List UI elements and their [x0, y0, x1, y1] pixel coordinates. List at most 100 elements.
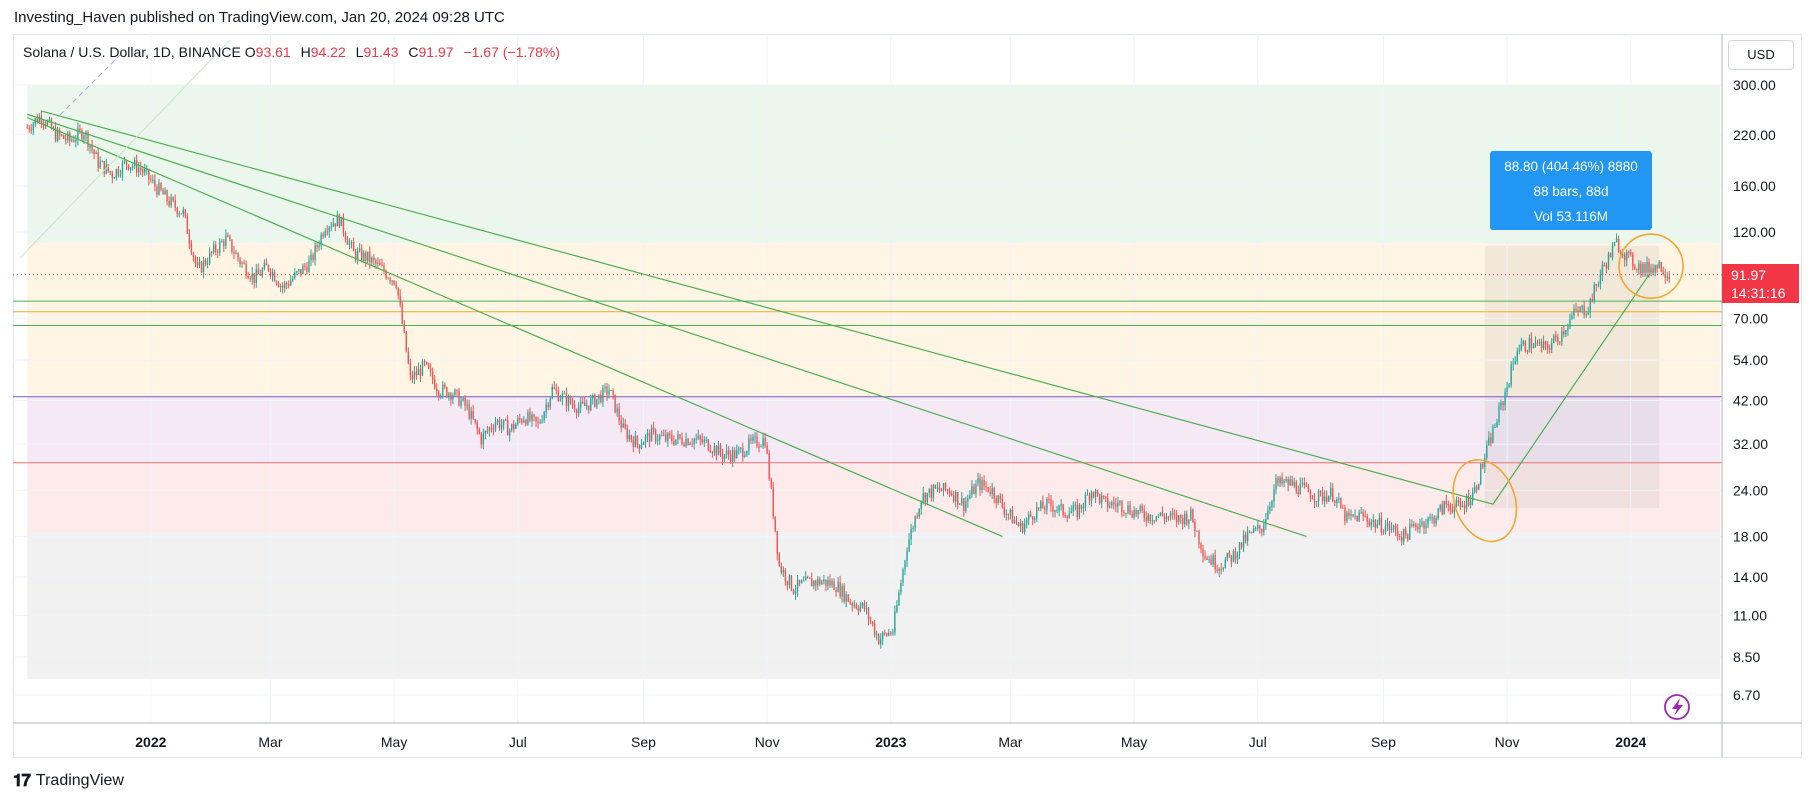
candle — [622, 417, 624, 429]
symbol-name[interactable]: Solana / U.S. Dollar, 1D, BINANCE — [23, 44, 241, 60]
candle — [56, 127, 59, 143]
candle — [58, 127, 61, 140]
candle-body — [421, 361, 424, 376]
y-tick-label: 220.00 — [1733, 127, 1776, 143]
candle — [298, 268, 300, 274]
tradingview-brand[interactable]: 𝟏𝟕 TradingView — [13, 771, 124, 791]
candle — [831, 578, 833, 588]
candle — [973, 483, 975, 495]
candle — [352, 237, 355, 252]
candle — [1551, 338, 1553, 354]
y-tick-label: 11.00 — [1733, 607, 1767, 623]
candle-body — [26, 127, 28, 129]
candle — [304, 262, 306, 271]
candle-body — [924, 493, 926, 503]
candle — [920, 500, 922, 515]
candle — [563, 390, 566, 395]
candle-body — [656, 439, 659, 441]
candle-body — [991, 487, 993, 495]
candle — [377, 257, 379, 269]
candle — [1267, 505, 1269, 520]
candle-body — [1376, 524, 1379, 528]
candle — [989, 486, 991, 497]
candle — [1009, 508, 1012, 520]
candle — [1609, 252, 1612, 258]
candle-body — [697, 435, 699, 439]
candle-body — [1058, 505, 1060, 511]
candle — [1080, 504, 1083, 513]
candle-body — [1516, 351, 1518, 362]
candle-body — [1334, 500, 1336, 504]
candle-body — [1342, 507, 1344, 509]
candle — [1064, 512, 1066, 518]
candle — [1029, 510, 1032, 518]
candle — [1382, 529, 1385, 535]
candle-body — [440, 395, 442, 397]
candle-body — [1595, 284, 1598, 286]
candle-body — [1090, 492, 1093, 501]
candle-body — [1100, 496, 1103, 503]
candle — [269, 268, 272, 279]
candle-body — [993, 487, 995, 499]
candle-body — [1368, 521, 1370, 526]
candle-body — [144, 169, 146, 173]
candle-body — [306, 267, 308, 273]
candle — [1555, 330, 1557, 342]
candle-body — [494, 422, 497, 430]
change-value: −1.67 (−1.78%) — [463, 44, 560, 60]
candle-body — [413, 371, 416, 380]
candle — [1648, 258, 1650, 278]
y-tick-label: 70.00 — [1733, 311, 1768, 327]
candle — [1538, 338, 1541, 346]
candle — [1429, 513, 1431, 521]
candle-body — [736, 450, 738, 459]
candle — [1358, 509, 1360, 523]
candle — [656, 434, 659, 446]
candle-body — [1255, 528, 1257, 530]
candle — [926, 492, 929, 506]
candle-body — [371, 257, 373, 263]
candle-body — [650, 427, 653, 442]
candle-body — [1396, 530, 1399, 536]
candle-body — [178, 213, 180, 215]
candle-body — [1538, 341, 1541, 343]
candle — [1220, 562, 1222, 575]
candle — [1372, 513, 1375, 528]
candle — [448, 391, 450, 401]
candle — [440, 393, 442, 400]
candle — [804, 571, 807, 581]
candle-body — [1392, 525, 1395, 529]
candle-body — [1307, 485, 1310, 493]
candle-body — [543, 412, 545, 421]
candle-body — [563, 393, 566, 395]
candle — [174, 194, 176, 212]
candle — [1058, 504, 1060, 517]
candle-body — [221, 241, 223, 243]
candle — [717, 440, 720, 456]
candle-body — [350, 242, 353, 244]
candle-body — [1358, 512, 1360, 522]
candle-body — [379, 262, 381, 266]
candle-body — [1325, 496, 1328, 502]
candle-body — [930, 488, 933, 498]
candle-body — [523, 420, 525, 423]
candle — [462, 396, 464, 402]
candle-body — [1119, 501, 1121, 503]
candle-body — [1015, 520, 1018, 524]
candle-body — [1660, 261, 1662, 272]
candle — [233, 245, 235, 260]
candle-body — [229, 236, 231, 240]
candle-body — [1102, 496, 1105, 498]
candle-body — [952, 495, 955, 502]
lightning-icon[interactable] — [1664, 694, 1690, 720]
candle — [1409, 519, 1411, 541]
currency-button[interactable]: USD — [1728, 40, 1794, 70]
candle-body — [961, 498, 963, 504]
candle — [231, 239, 233, 255]
candle — [1129, 500, 1131, 516]
candle-body — [123, 161, 126, 163]
candle-body — [217, 251, 219, 253]
candle — [1522, 339, 1525, 347]
candle-body — [1403, 529, 1405, 542]
